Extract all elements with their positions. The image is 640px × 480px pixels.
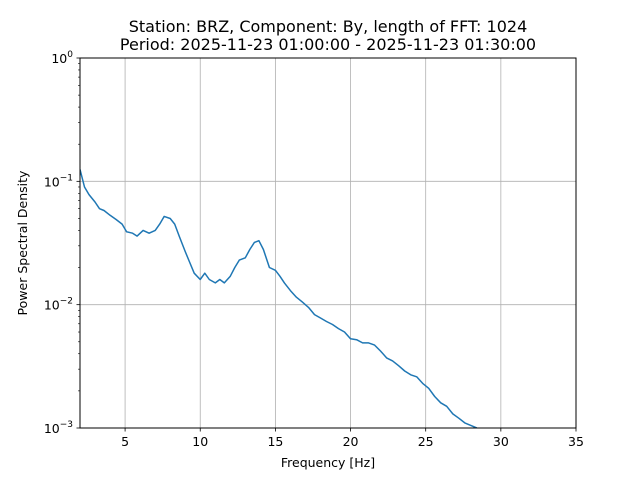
- psd-line-series-0: [80, 169, 478, 428]
- chart-title-line2: Period: 2025-11-23 01:00:00 - 2025-11-23…: [120, 35, 536, 54]
- x-tick-label: 5: [121, 434, 129, 449]
- x-axis-label: Frequency [Hz]: [281, 455, 375, 470]
- plot-frame: [79, 57, 577, 429]
- x-tick-label: 30: [493, 434, 509, 449]
- series-group: [80, 169, 478, 428]
- x-axis-ticks: 5 10 15 20 25 30 35: [121, 428, 584, 449]
- chart-title-line1: Station: BRZ, Component: By, length of F…: [129, 17, 528, 36]
- y-tick-label: 100: [51, 50, 73, 66]
- y-axis-label: Power Spectral Density: [15, 170, 30, 315]
- y-axis-ticks: 10−3 10−2 10−1 100: [44, 50, 80, 436]
- x-tick-label: 20: [343, 434, 359, 449]
- x-tick-label: 10: [192, 434, 208, 449]
- y-tick-label: 10−1: [44, 173, 73, 189]
- y-tick-label: 10−2: [44, 297, 73, 313]
- y-tick-label: 10−3: [44, 420, 73, 436]
- x-tick-label: 15: [267, 434, 283, 449]
- x-tick-label: 35: [568, 434, 584, 449]
- x-tick-label: 25: [418, 434, 434, 449]
- grid-lines: [80, 57, 577, 429]
